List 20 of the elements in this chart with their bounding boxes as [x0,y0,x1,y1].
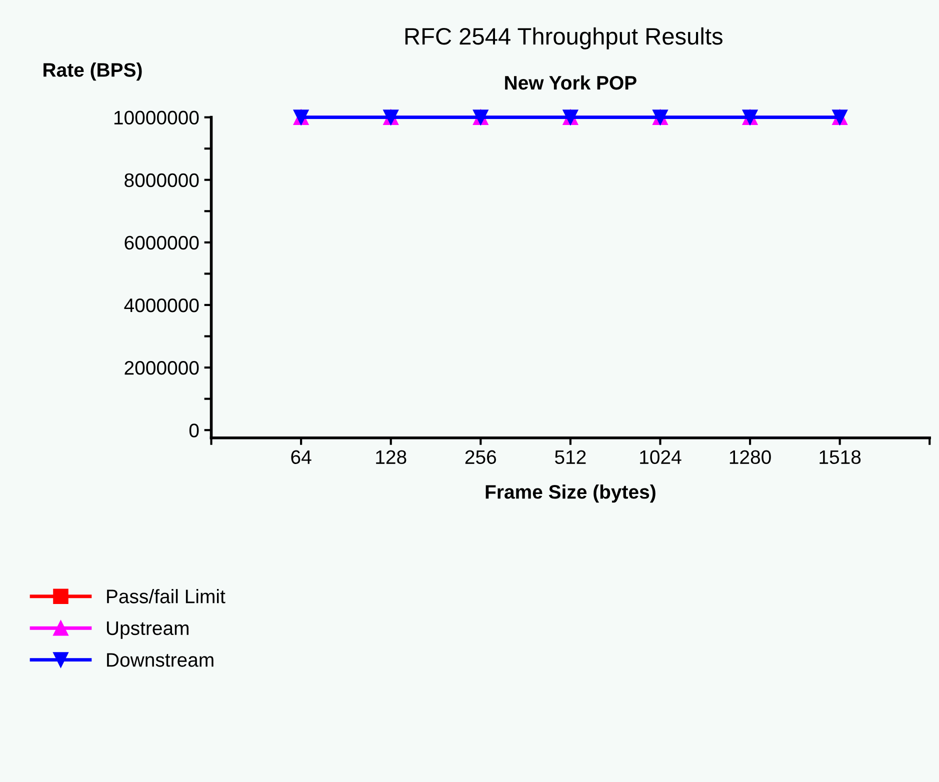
x-tick-label: 64 [291,450,312,464]
y-tick-label: 0 [189,424,199,438]
y-axis-title: Rate (BPS) [44,62,142,81]
y-tick-label: 8000000 [124,173,199,188]
y-tick-label: 6000000 [124,236,199,250]
x-tick-label: 512 [555,450,586,464]
x-axis-title: Frame Size (bytes) [486,484,656,503]
x-tick-label: 1518 [820,450,861,464]
legend-label: Pass/fail Limit [107,589,226,604]
legend-label: Upstream [106,622,188,639]
x-tick-label: 128 [376,450,406,464]
y-tick-label: 2000000 [124,361,199,375]
chart-subtitle: New York POP [505,75,636,90]
y-tick-label: 4000000 [124,298,199,312]
x-tick-label: 1024 [640,450,682,464]
chart-title: RFC 2544 Throughput Results [405,27,722,50]
x-tick-label: 1280 [730,450,771,464]
y-tick-label: 10000000 [114,110,199,125]
legend-label: Downstream [107,653,214,667]
x-tick-label: 256 [465,450,496,464]
